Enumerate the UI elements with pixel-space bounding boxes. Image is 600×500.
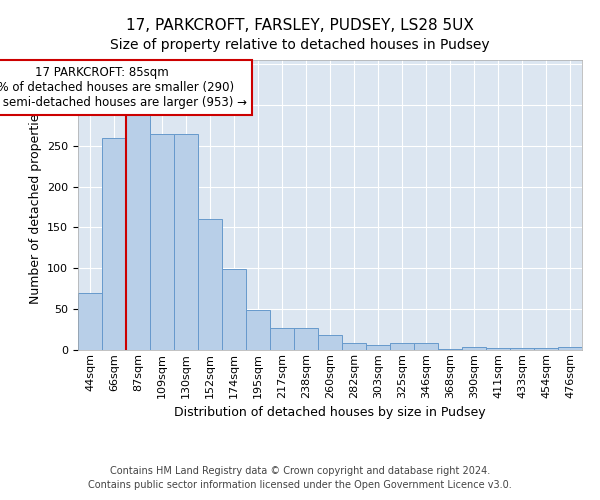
Bar <box>366 345 390 350</box>
Bar <box>486 348 510 350</box>
Bar <box>102 138 126 350</box>
Bar <box>342 342 366 350</box>
Bar <box>318 336 342 350</box>
Bar <box>78 293 102 350</box>
Bar <box>246 310 270 350</box>
Text: 17, PARKCROFT, FARSLEY, PUDSEY, LS28 5UX: 17, PARKCROFT, FARSLEY, PUDSEY, LS28 5UX <box>126 18 474 32</box>
Bar <box>390 342 414 350</box>
Bar <box>438 349 462 350</box>
Bar <box>198 220 222 350</box>
Bar <box>558 346 582 350</box>
Bar <box>510 348 534 350</box>
Bar <box>534 348 558 350</box>
Bar <box>294 328 318 350</box>
Text: Contains HM Land Registry data © Crown copyright and database right 2024.: Contains HM Land Registry data © Crown c… <box>110 466 490 476</box>
Bar <box>174 134 198 350</box>
X-axis label: Distribution of detached houses by size in Pudsey: Distribution of detached houses by size … <box>174 406 486 419</box>
Text: Size of property relative to detached houses in Pudsey: Size of property relative to detached ho… <box>110 38 490 52</box>
Text: Contains public sector information licensed under the Open Government Licence v3: Contains public sector information licen… <box>88 480 512 490</box>
Bar <box>414 342 438 350</box>
Bar <box>126 110 150 350</box>
Bar <box>462 346 486 350</box>
Bar <box>270 328 294 350</box>
Bar <box>150 134 174 350</box>
Bar <box>222 269 246 350</box>
Y-axis label: Number of detached properties: Number of detached properties <box>29 106 41 304</box>
Text: 17 PARKCROFT: 85sqm
← 23% of detached houses are smaller (290)
76% of semi-detac: 17 PARKCROFT: 85sqm ← 23% of detached ho… <box>0 66 247 108</box>
